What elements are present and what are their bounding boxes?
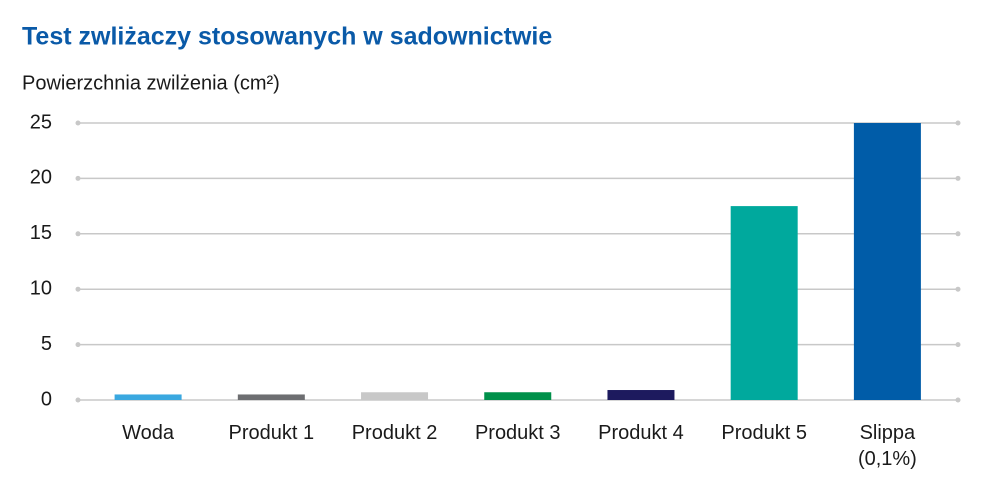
bar bbox=[607, 390, 675, 400]
grid-dot bbox=[75, 286, 81, 292]
grid-dot bbox=[75, 342, 81, 348]
grid-dot bbox=[955, 342, 961, 348]
x-tick-label: Slippa (0,1%) bbox=[857, 422, 917, 470]
x-tick-label: Woda bbox=[122, 422, 175, 444]
bar bbox=[853, 123, 921, 400]
grid-dot bbox=[75, 175, 81, 181]
grid-dot bbox=[75, 397, 81, 403]
y-tick-label: 15 bbox=[30, 222, 52, 244]
bar bbox=[237, 394, 305, 400]
y-tick-label: 25 bbox=[30, 111, 52, 133]
x-tick-label: Produkt 3 bbox=[474, 422, 561, 444]
bar bbox=[361, 392, 429, 400]
grid-dot bbox=[75, 120, 81, 126]
y-tick-label: 0 bbox=[41, 388, 52, 410]
bar bbox=[114, 394, 182, 400]
grid-dot bbox=[955, 120, 961, 126]
grid-dot bbox=[955, 286, 961, 292]
y-tick-label: 5 bbox=[41, 333, 52, 355]
x-tick-label: Produkt 1 bbox=[228, 422, 315, 444]
x-tick-label: Produkt 5 bbox=[721, 422, 807, 444]
grid-dot bbox=[955, 397, 961, 403]
x-tick-label: Produkt 4 bbox=[598, 422, 684, 444]
chart-title: Test zwliżaczy stosowanych w sadownictwi… bbox=[22, 23, 552, 51]
grid-dot bbox=[75, 231, 81, 237]
bar bbox=[730, 206, 798, 400]
bar bbox=[484, 392, 552, 400]
y-tick-label: 10 bbox=[30, 277, 52, 299]
grid-dot bbox=[955, 231, 961, 237]
y-tick-label: 20 bbox=[30, 167, 52, 189]
grid-dot bbox=[955, 175, 961, 181]
x-tick-label: Produkt 2 bbox=[351, 422, 438, 444]
y-axis-label: Powierzchnia zwilżenia (cm²) bbox=[22, 72, 280, 94]
